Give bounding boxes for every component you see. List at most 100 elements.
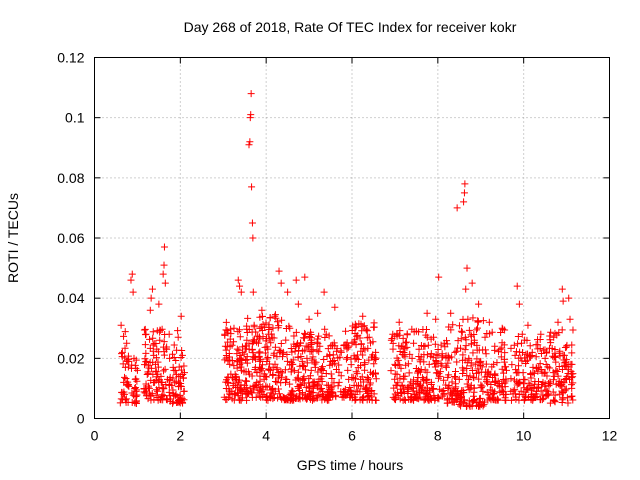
data-point-cluster	[532, 341, 540, 349]
data-point-cluster	[273, 378, 281, 386]
data-point-cluster	[171, 392, 179, 400]
data-point-cluster	[489, 390, 497, 398]
data-point-cluster	[278, 316, 286, 324]
data-point-cluster	[142, 349, 150, 357]
data-point	[303, 354, 311, 362]
data-point-cluster	[237, 385, 245, 393]
data-point	[453, 204, 461, 212]
data-point-cluster	[170, 353, 178, 361]
data-point	[320, 288, 328, 296]
data-point-cluster	[450, 398, 458, 406]
data-point-cluster	[368, 370, 376, 378]
data-point-cluster	[313, 346, 321, 354]
data-point-cluster	[425, 386, 433, 394]
data-point-cluster	[569, 379, 577, 387]
data-point-cluster	[368, 386, 376, 394]
data-point-cluster	[568, 349, 576, 357]
data-point-cluster	[475, 346, 483, 354]
data-point-cluster	[546, 364, 554, 372]
data-point-cluster	[315, 332, 323, 340]
data-point-cluster	[551, 398, 559, 406]
data-point-cluster	[149, 370, 157, 378]
data-point	[432, 315, 440, 323]
data-point-cluster	[537, 396, 545, 404]
data-point	[339, 387, 347, 395]
data-point	[485, 318, 493, 326]
data-point	[552, 366, 560, 374]
data-point-cluster	[484, 379, 492, 387]
data-point	[133, 366, 141, 374]
data-point-cluster	[514, 340, 522, 348]
data-point-cluster	[421, 366, 429, 374]
data-point	[361, 360, 369, 368]
data-point	[305, 315, 313, 323]
data-point-cluster	[250, 338, 258, 346]
data-point-cluster	[368, 353, 376, 361]
data-point-cluster	[443, 340, 451, 348]
data-point-cluster	[318, 384, 326, 392]
data-point-cluster	[143, 357, 151, 365]
data-point-cluster	[389, 339, 397, 347]
data-point-cluster	[250, 386, 258, 394]
data-point	[465, 354, 473, 362]
data-point-cluster	[502, 390, 510, 398]
data-point-cluster	[448, 378, 456, 386]
x-tick-label: 6	[348, 428, 356, 444]
data-point-cluster	[169, 399, 177, 407]
data-point	[447, 309, 455, 317]
data-point-cluster	[469, 398, 477, 406]
data-point-cluster	[331, 359, 339, 367]
data-point-cluster	[454, 337, 462, 345]
data-point-cluster	[245, 389, 253, 397]
data-point-cluster	[453, 391, 461, 399]
data-point-cluster	[416, 393, 424, 401]
data-point	[301, 273, 309, 281]
data-point	[117, 321, 125, 329]
data-point-cluster	[463, 364, 471, 372]
data-point	[148, 285, 156, 293]
data-point-cluster	[419, 326, 427, 334]
data-point	[365, 333, 373, 341]
data-point-cluster	[372, 375, 380, 383]
data-point	[124, 381, 132, 389]
data-point	[288, 360, 296, 368]
data-point	[513, 282, 521, 290]
data-point-cluster	[521, 336, 529, 344]
data-point-cluster	[141, 341, 149, 349]
data-point-cluster	[567, 393, 575, 401]
data-point	[243, 336, 251, 344]
data-point-cluster	[268, 334, 276, 342]
data-point-cluster	[357, 340, 365, 348]
data-point-cluster	[309, 353, 317, 361]
data-point-cluster	[402, 361, 410, 369]
data-point-cluster	[445, 381, 453, 389]
data-point-cluster	[551, 329, 559, 337]
data-point	[156, 336, 164, 344]
data-point-cluster	[400, 388, 408, 396]
data-point-cluster	[447, 326, 455, 334]
data-point-cluster	[122, 375, 130, 383]
data-point	[530, 369, 538, 377]
data-point-cluster	[461, 346, 469, 354]
data-point-cluster	[396, 385, 404, 393]
data-point-cluster	[403, 338, 411, 346]
data-point-cluster	[507, 396, 515, 404]
data-point-cluster	[295, 375, 303, 383]
data-point-cluster	[283, 357, 291, 365]
data-point	[568, 384, 576, 392]
data-point-cluster	[536, 360, 544, 368]
data-point-cluster	[265, 321, 273, 329]
data-point-cluster	[562, 358, 570, 366]
data-point-cluster	[511, 386, 519, 394]
data-point-cluster	[165, 388, 173, 396]
data-point-cluster	[258, 367, 266, 375]
x-tick-label: 8	[434, 428, 442, 444]
data-point	[239, 348, 247, 356]
data-point	[464, 315, 472, 323]
data-point-cluster	[362, 325, 370, 333]
x-axis-label: GPS time / hours	[297, 457, 404, 473]
data-point-cluster	[546, 336, 554, 344]
data-point	[249, 234, 257, 242]
data-point	[174, 333, 182, 341]
data-point-cluster	[473, 341, 481, 349]
